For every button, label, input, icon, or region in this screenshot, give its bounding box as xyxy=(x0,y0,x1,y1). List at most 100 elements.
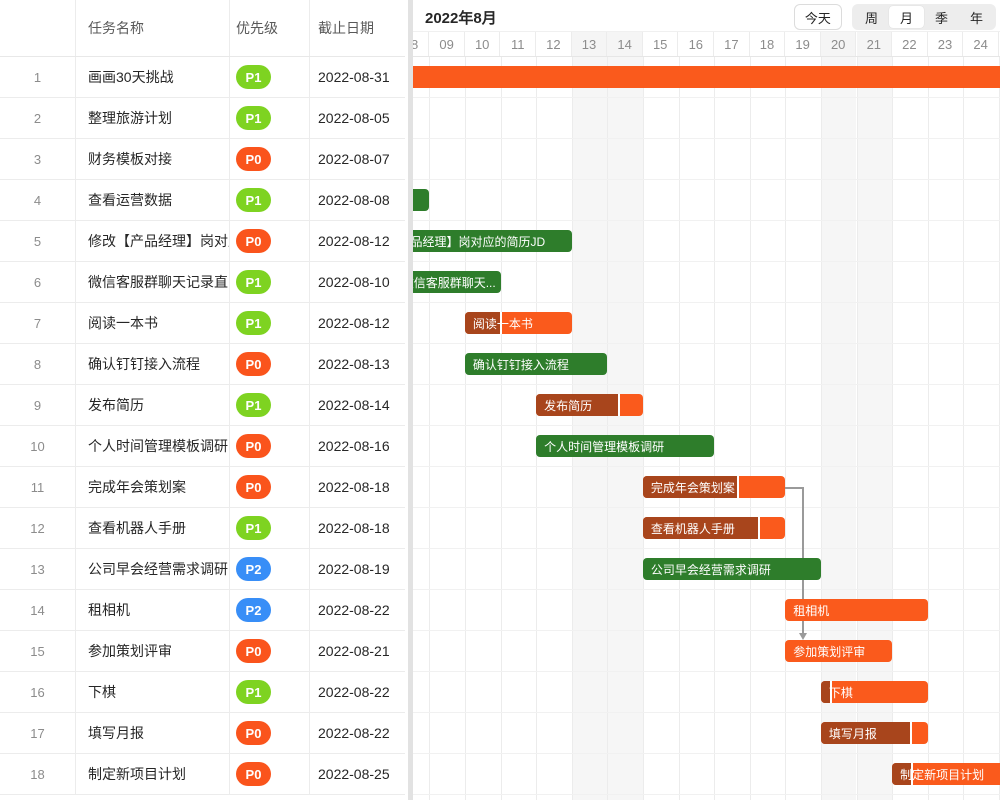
table-row[interactable]: 15 参加策划评审 P0 2022-08-21 xyxy=(0,631,405,672)
gantt-bar[interactable]: 微信客服群聊天... xyxy=(413,271,501,293)
task-index-cell: 9 xyxy=(0,385,76,425)
priority-badge: P1 xyxy=(236,188,271,212)
task-priority-cell: P2 xyxy=(230,549,310,589)
gantt-bar[interactable]: 发布简历 xyxy=(536,394,643,416)
gantt-date-cell: 13 xyxy=(571,32,608,56)
task-name-cell: 查看机器人手册 xyxy=(76,508,230,548)
task-index-cell: 11 xyxy=(0,467,76,507)
zoom-option-week[interactable]: 周 xyxy=(864,10,878,26)
table-row[interactable]: 12 查看机器人手册 P1 2022-08-18 xyxy=(0,508,405,549)
dependency-arrow xyxy=(798,633,807,640)
progress-segment xyxy=(642,517,761,539)
row-line xyxy=(413,343,1000,344)
task-priority-cell: P0 xyxy=(230,631,310,671)
gantt-bar[interactable]: 确认钉钉接入流程 xyxy=(464,353,608,375)
today-button[interactable]: 今天 xyxy=(793,4,842,30)
table-row[interactable]: 13 公司早会经营需求调研 P2 2022-08-19 xyxy=(0,549,405,590)
table-row[interactable]: 14 租相机 P2 2022-08-22 xyxy=(0,590,405,631)
panel-splitter[interactable] xyxy=(405,0,413,800)
task-priority-cell: P1 xyxy=(230,385,310,425)
gantt-bar[interactable]: 填写月报 xyxy=(820,722,928,744)
priority-column-header: 优先级 xyxy=(230,0,310,56)
gantt-bar-label: 修改【产品经理】岗对应的简历JD xyxy=(413,234,546,249)
gantt-bar[interactable]: 制定新项目计划 xyxy=(892,763,1000,785)
task-priority-cell: P0 xyxy=(230,713,310,753)
table-row[interactable]: 2 整理旅游计划 P1 2022-08-05 xyxy=(0,98,405,139)
zoom-option-year[interactable]: 年 xyxy=(969,10,983,26)
table-row[interactable]: 10 个人时间管理模板调研 P0 2022-08-16 xyxy=(0,426,405,467)
table-row[interactable]: 8 确认钉钉接入流程 P0 2022-08-13 xyxy=(0,344,405,385)
task-name-cell: 参加策划评审 xyxy=(76,631,230,671)
task-index-cell: 15 xyxy=(0,631,76,671)
priority-badge: P1 xyxy=(236,65,271,89)
gantt-bar[interactable]: 租相机 xyxy=(785,599,928,621)
gantt-bar[interactable]: 下棋 xyxy=(820,681,928,703)
priority-badge: P0 xyxy=(236,229,271,253)
gantt-bar-label: 微信客服群聊天... xyxy=(413,275,496,290)
due-date-cell: 2022-08-22 xyxy=(318,725,390,741)
gantt-bar[interactable]: 查看机器人手册 xyxy=(642,517,786,539)
gantt-date-cell: 21 xyxy=(856,32,893,56)
gantt-date-cell: 23 xyxy=(928,32,964,56)
due-date-cell: 2022-08-21 xyxy=(318,643,390,659)
gantt-bar[interactable]: 个人时间管理模板调研 xyxy=(536,435,715,457)
gantt-bar[interactable]: 查看运营数据 xyxy=(413,189,430,211)
dependency-connector xyxy=(785,487,803,489)
grid-line xyxy=(963,57,965,800)
task-name-cell: 租相机 xyxy=(76,590,230,630)
gantt-date-cell: 22 xyxy=(892,32,928,56)
task-index-cell: 8 xyxy=(0,344,76,384)
gantt-date-cell: 15 xyxy=(643,32,679,56)
priority-badge: P1 xyxy=(236,516,271,540)
progress-segment xyxy=(536,394,620,416)
due-date-cell: 2022-08-05 xyxy=(318,110,390,126)
gantt-bar[interactable]: 完成年会策划案 xyxy=(642,476,786,498)
gantt-bar[interactable]: 画画30天挑战 xyxy=(413,66,1000,88)
table-row[interactable]: 5修改【产品经理】岗对应的简历JDP0 2022-08-12 xyxy=(0,221,405,262)
table-row[interactable]: 4 查看运营数据 P1 2022-08-08 xyxy=(0,180,405,221)
gantt-date-cell: 24 xyxy=(963,32,999,56)
due-date-cell: 2022-08-18 xyxy=(318,479,390,495)
table-row[interactable]: 16 下棋 P1 2022-08-22 xyxy=(0,672,405,713)
weekend-band xyxy=(856,57,893,800)
table-row[interactable]: 11 完成年会策划案 P0 2022-08-18 xyxy=(0,467,405,508)
grid-line xyxy=(429,57,431,800)
row-line xyxy=(413,507,1000,508)
task-name-cell: 制定新项目计划 xyxy=(76,754,230,794)
task-index-cell: 3 xyxy=(0,139,76,179)
row-line xyxy=(413,425,1000,426)
task-index-cell: 7 xyxy=(0,303,76,343)
gantt-bar[interactable]: 公司早会经营需求调研 xyxy=(642,558,821,580)
grid-line xyxy=(536,57,538,800)
due-date-cell: 2022-08-31 xyxy=(318,69,390,85)
task-table: 任务名称 优先级 截止日期 1 画画30天挑战 P1 2022-08-31 2 整理旅游计… xyxy=(0,0,405,800)
table-row[interactable]: 1 画画30天挑战 P1 2022-08-31 xyxy=(0,57,405,98)
gantt-bar-label: 制定新项目计划 xyxy=(900,767,985,782)
task-index-cell: 1 xyxy=(0,57,76,97)
due-date-cell: 2022-08-13 xyxy=(318,356,390,372)
priority-badge: P0 xyxy=(236,475,271,499)
due-column-header: 截止日期 xyxy=(318,20,374,36)
zoom-option-quarter[interactable]: 季 xyxy=(934,10,948,26)
gantt-bar[interactable]: 参加策划评审 xyxy=(785,640,893,662)
task-priority-cell: P1 xyxy=(230,508,310,548)
zoom-option-month[interactable]: 月 xyxy=(888,6,924,28)
table-row[interactable]: 17 填写月报 P0 2022-08-22 xyxy=(0,713,405,754)
row-line xyxy=(413,589,1000,590)
task-name-cell: 填写月报 xyxy=(76,713,230,753)
gantt-bar[interactable]: 修改【产品经理】岗对应的简历JD xyxy=(413,230,572,252)
table-row[interactable]: 9 发布简历 P1 2022-08-14 xyxy=(0,385,405,426)
gantt-controls: 今天 周 月 季 年 xyxy=(793,4,996,30)
task-name-cell: 微信客服群聊天记录直 xyxy=(76,262,230,302)
task-priority-cell: P1 xyxy=(230,180,310,220)
task-priority-cell: P0 xyxy=(230,139,310,179)
gantt-bar[interactable]: 阅读一本书 xyxy=(464,312,572,334)
gantt-bar-label: 完成年会策划案 xyxy=(650,480,735,495)
table-row[interactable]: 6 微信客服群聊天记录直 P1 2022-08-10 xyxy=(0,262,405,303)
due-date-cell: 2022-08-16 xyxy=(318,438,390,454)
due-date-cell: 2022-08-14 xyxy=(318,397,390,413)
table-row[interactable]: 18 制定新项目计划 P0 2022-08-25 xyxy=(0,754,405,795)
task-priority-cell: P1 xyxy=(230,262,310,302)
table-row[interactable]: 7 阅读一本书 P1 2022-08-12 xyxy=(0,303,405,344)
table-row[interactable]: 3 财务模板对接 P0 2022-08-07 xyxy=(0,139,405,180)
